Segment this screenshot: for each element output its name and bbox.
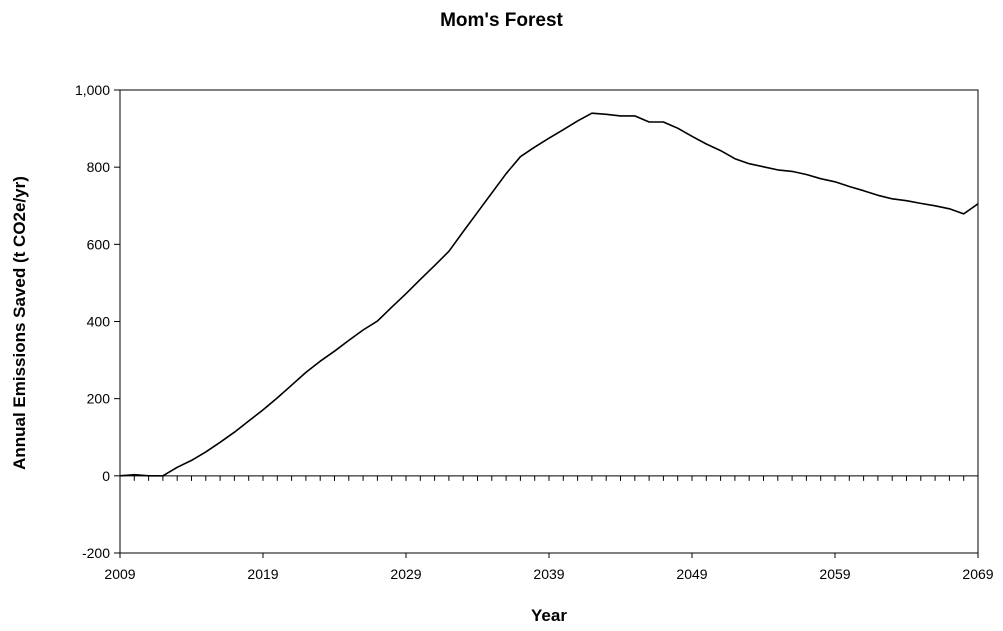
x-axis-title: Year (531, 606, 567, 625)
x-tick-label: 2059 (819, 566, 850, 582)
plot-area (119, 89, 979, 554)
x-tick-label: 2069 (962, 566, 993, 582)
y-tick-label: 200 (87, 391, 111, 407)
x-axis: 2009 2019 2029 2039 2049 2059 2069 (104, 553, 994, 582)
chart-title: Mom's Forest (440, 10, 563, 31)
series-line (119, 112, 979, 477)
y-tick-label: 1,000 (75, 82, 110, 98)
y-tick-label: -200 (82, 545, 110, 561)
x-tick-label: 2039 (533, 566, 564, 582)
y-axis-title: Annual Emissions Saved (t CO2e/yr) (10, 176, 29, 470)
y-tick-label: 400 (87, 314, 111, 330)
x-tick-label: 2049 (676, 566, 707, 582)
y-tick-label: 800 (87, 159, 111, 175)
y-axis: -200 0 200 400 600 800 1,000 (75, 82, 120, 561)
x-tick-label: 2009 (104, 566, 135, 582)
y-tick-label: 600 (87, 236, 111, 252)
x-axis-minor-ticks (119, 475, 979, 481)
x-tick-label: 2029 (390, 566, 421, 582)
y-tick-label: 0 (102, 468, 110, 484)
x-tick-label: 2019 (247, 566, 278, 582)
